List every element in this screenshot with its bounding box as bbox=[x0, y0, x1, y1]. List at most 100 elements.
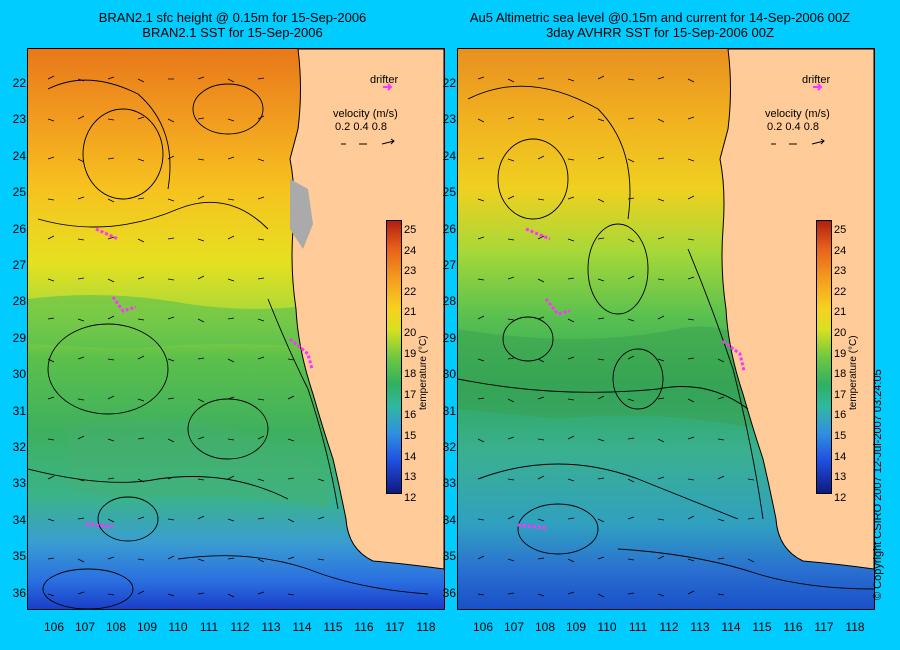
longitude-label: 118 bbox=[416, 620, 436, 634]
colorbar-tick: 18 bbox=[404, 368, 417, 381]
left-velocity-label: velocity (m/s) bbox=[333, 108, 398, 120]
drifter-legend-icon bbox=[813, 83, 823, 91]
latitude-label: 24 bbox=[12, 148, 26, 163]
longitude-label: 111 bbox=[628, 620, 648, 634]
latitude-label: 29 bbox=[12, 330, 26, 345]
colorbar-tick: 20 bbox=[834, 327, 847, 339]
longitude-label: 116 bbox=[354, 620, 374, 634]
latitude-label: 31 bbox=[12, 403, 26, 418]
colorbar-tick: 13 bbox=[834, 471, 847, 484]
latitude-label: 29 bbox=[442, 330, 456, 345]
latitude-label: 22 bbox=[442, 76, 456, 90]
left-title-line1: BRAN2.1 sfc height @ 0.15m for 15-Sep-20… bbox=[98, 10, 367, 25]
longitude-label: 108 bbox=[534, 620, 556, 634]
longitude-label: 110 bbox=[597, 620, 617, 634]
colorbar-tick: 23 bbox=[834, 265, 847, 278]
latitude-label: 35 bbox=[12, 549, 26, 564]
colorbar-tick: 16 bbox=[834, 409, 847, 422]
latitude-label: 34 bbox=[442, 512, 456, 527]
right-velocity-label: velocity (m/s) bbox=[765, 108, 830, 120]
longitude-label: 107 bbox=[503, 620, 525, 634]
colorbar-tick: 16 bbox=[404, 409, 417, 422]
latitude-label: 30 bbox=[12, 367, 26, 382]
right-drifter-label: drifter bbox=[802, 74, 831, 86]
latitude-label: 36 bbox=[442, 585, 456, 600]
longitude-label: 106 bbox=[472, 620, 494, 634]
velocity-legend-arrows bbox=[341, 138, 395, 145]
latitude-label: 32 bbox=[12, 440, 26, 454]
left-drifter-label: drifter bbox=[370, 74, 399, 86]
right-title-line2: 3day AVHRR SST for 15-Sep-2006 00Z bbox=[546, 25, 774, 40]
colorbar-tick: 15 bbox=[834, 430, 847, 442]
latitude-label: 25 bbox=[442, 185, 456, 200]
longitude-label: 118 bbox=[845, 620, 865, 634]
longitude-label: 108 bbox=[105, 620, 127, 634]
latitude-label: 32 bbox=[442, 440, 456, 454]
latitude-label: 26 bbox=[442, 221, 456, 236]
colorbar-tick: 19 bbox=[834, 347, 847, 360]
longitude-label: 110 bbox=[168, 620, 188, 634]
right-title-line1: Au5 Altimetric sea level @0.15m and curr… bbox=[469, 10, 851, 25]
copyright-text: © Copyright CSIRO 2007 12-Jul-2007 03:24… bbox=[872, 369, 884, 600]
latitude-label: 23 bbox=[12, 112, 26, 127]
latitude-label: 23 bbox=[442, 112, 456, 127]
shark-bay-island bbox=[290, 179, 313, 249]
longitude-label: 111 bbox=[199, 620, 219, 634]
latitude-label: 34 bbox=[12, 512, 26, 527]
latitude-label: 26 bbox=[12, 221, 26, 236]
colorbar-tick: 12 bbox=[834, 491, 847, 504]
longitude-label: 115 bbox=[323, 620, 343, 634]
longitude-label: 113 bbox=[690, 620, 710, 634]
colorbar-tick: 23 bbox=[404, 265, 417, 278]
longitude-label: 106 bbox=[43, 620, 65, 634]
colorbar-tick: 25 bbox=[404, 224, 417, 236]
longitude-label: 117 bbox=[385, 620, 405, 634]
longitude-label: 117 bbox=[814, 620, 834, 634]
right-sst-map bbox=[458, 49, 874, 609]
latitude-label: 28 bbox=[12, 294, 26, 309]
right-colorbar bbox=[816, 220, 832, 494]
latitude-label: 27 bbox=[12, 258, 26, 272]
velocity-field bbox=[477, 75, 755, 598]
colorbar-tick: 24 bbox=[834, 244, 847, 257]
longitude-label: 109 bbox=[136, 620, 158, 634]
colorbar-tick: 12 bbox=[404, 491, 417, 504]
australia-landmass bbox=[289, 49, 444, 570]
latitude-label: 25 bbox=[12, 185, 26, 200]
drifter-legend-icon bbox=[383, 83, 393, 91]
drifter-tracks bbox=[85, 227, 314, 529]
longitude-label: 114 bbox=[721, 620, 741, 634]
longitude-label: 112 bbox=[230, 620, 250, 634]
latitude-label: 30 bbox=[442, 367, 456, 382]
colorbar-tick: 21 bbox=[834, 306, 847, 319]
longitude-label: 116 bbox=[783, 620, 803, 634]
colorbar-tick: 15 bbox=[404, 430, 417, 442]
colorbar-tick: 25 bbox=[834, 224, 847, 236]
australia-landmass bbox=[719, 49, 874, 570]
longitude-label: 115 bbox=[752, 620, 772, 634]
right-velocity-values: 0.2 0.4 0.8 bbox=[767, 121, 819, 133]
colorbar-tick: 22 bbox=[404, 285, 417, 298]
latitude-label: 27 bbox=[442, 258, 456, 272]
right-map-panel bbox=[457, 48, 875, 610]
right-colorbar-unit: temperature (°C) bbox=[848, 335, 859, 410]
longitude-label: 113 bbox=[261, 620, 281, 634]
longitude-label: 114 bbox=[292, 620, 312, 634]
latitude-label: 28 bbox=[442, 294, 456, 309]
colorbar-tick: 14 bbox=[404, 450, 417, 463]
left-sst-map bbox=[28, 49, 444, 609]
velocity-field bbox=[47, 75, 325, 598]
colorbar-tick: 18 bbox=[834, 368, 847, 381]
colorbar-tick: 14 bbox=[834, 450, 847, 463]
colorbar-tick: 20 bbox=[404, 327, 417, 339]
left-colorbar-unit: temperature (°C) bbox=[418, 335, 429, 410]
left-map-panel bbox=[27, 48, 445, 610]
latitude-label: 35 bbox=[442, 549, 456, 564]
left-colorbar bbox=[386, 220, 402, 494]
left-title-line2: BRAN2.1 SST for 15-Sep-2006 bbox=[142, 25, 323, 40]
colorbar-tick: 17 bbox=[834, 388, 847, 401]
left-velocity-values: 0.2 0.4 0.8 bbox=[335, 121, 387, 133]
latitude-label: 31 bbox=[442, 403, 456, 418]
drifter-tracks bbox=[517, 227, 746, 530]
latitude-label: 33 bbox=[12, 476, 26, 491]
